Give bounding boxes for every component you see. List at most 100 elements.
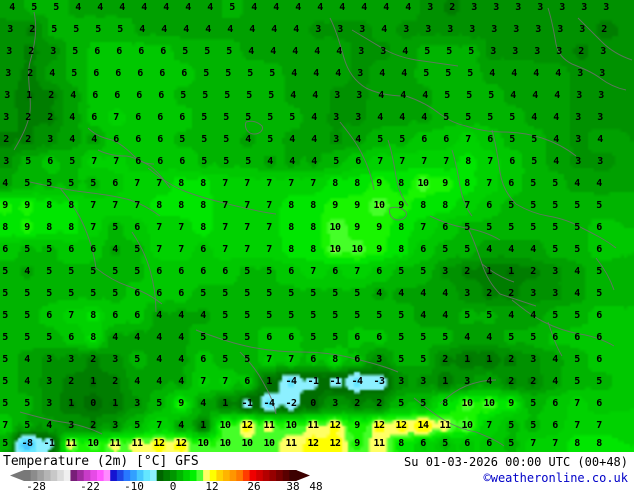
temperature-value: 5 (354, 288, 360, 299)
temperature-value: 5 (69, 156, 75, 167)
temperature-value: 7 (68, 310, 74, 321)
temperature-value: 6 (420, 244, 426, 255)
temperature-value: 4 (421, 112, 427, 123)
temperature-value: 4 (248, 46, 254, 57)
temperature-value: 5 (398, 398, 404, 409)
temperature-value: 5 (399, 134, 405, 145)
temperature-value: 3 (333, 134, 339, 145)
temperature-value: 2 (508, 376, 514, 387)
temperature-value: 3 (599, 68, 605, 79)
temperature-value: 7 (90, 200, 96, 211)
temperature-value: 7 (113, 156, 119, 167)
temperature-value: 3 (46, 354, 52, 365)
temperature-value: 7 (244, 200, 250, 211)
color-scale-bar[interactable]: -28 -22 -10 0 12 26 38 48 (10, 470, 323, 493)
temperature-value: 5 (68, 266, 74, 277)
temperature-value: 4 (596, 178, 602, 189)
temperature-value: 3 (355, 112, 361, 123)
temperature-value: 3 (68, 354, 74, 365)
temperature-value: 4 (511, 68, 517, 79)
temperature-value: 3 (603, 2, 609, 13)
temperature-value: 5 (222, 310, 228, 321)
temperature-value: 5 (51, 24, 57, 35)
temperature-value: 6 (266, 332, 272, 343)
temperature-value: 3 (46, 376, 52, 387)
temperature-value: 1 (442, 376, 448, 387)
temperature-value: 3 (598, 90, 604, 101)
temperature-value: 6 (552, 332, 558, 343)
temperature-value: 7 (244, 178, 250, 189)
temperature-value: 10 (219, 438, 231, 449)
temperature-value: 1 (464, 354, 470, 365)
temperature-value: 7 (266, 222, 272, 233)
temperature-value: 4 (486, 332, 492, 343)
temperature-value: 8 (420, 200, 426, 211)
temperature-value: 6 (134, 222, 140, 233)
temperature-value: 12 (395, 420, 407, 431)
temperature-value: 5 (112, 288, 118, 299)
temperature-value: 4 (355, 134, 361, 145)
color-scale-swatches (10, 470, 310, 481)
temperature-value: 6 (596, 332, 602, 343)
temperature-value: 12 (329, 438, 341, 449)
temperature-value: 7 (465, 134, 471, 145)
temperature-value: 5 (420, 354, 426, 365)
temperature-value: 9 (354, 420, 360, 431)
temperature-value: 3 (576, 90, 582, 101)
temperature-value: 2 (90, 420, 96, 431)
color-scale-tick: -10 (124, 480, 144, 493)
temperature-value: 4 (378, 90, 384, 101)
temperature-value: -3 (373, 376, 385, 387)
temperature-value: 5 (201, 112, 207, 123)
temperature-value: 3 (513, 24, 519, 35)
temperature-value: 4 (156, 310, 162, 321)
temperature-value: 5 (574, 200, 580, 211)
temperature-value: 5 (445, 68, 451, 79)
temperature-value: 4 (249, 24, 255, 35)
temperature-value: 3 (376, 354, 382, 365)
temperature-map[interactable]: 4 5 5 4 4 4 4 4 4 4 5 4 4 4 4 4 4 4 4 3 2 3 3 3 3 3 3 3 3 2 5 5 5 5 4 4 4 4 4 4… (0, 0, 634, 452)
temperature-value: 1 (68, 398, 74, 409)
temperature-value: 5 (530, 332, 536, 343)
temperature-value: 5 (508, 200, 514, 211)
temperature-value: 2 (90, 354, 96, 365)
temperature-value: 5 (246, 90, 252, 101)
temperature-value: 5 (596, 200, 602, 211)
temperature-value: 11 (65, 438, 77, 449)
temperature-value: 8 (398, 438, 404, 449)
temperature-value: 3 (334, 90, 340, 101)
temperature-value: 4 (554, 90, 560, 101)
temperature-value: 5 (268, 90, 274, 101)
temperature-value: 9 (508, 398, 514, 409)
temperature-value: 7 (486, 420, 492, 431)
temperature-value: 4 (379, 68, 385, 79)
temperature-value: 10 (285, 420, 297, 431)
temperature-value: 6 (157, 156, 163, 167)
temperature-value: 5 (509, 134, 515, 145)
temperature-value: 5 (247, 68, 253, 79)
temperature-value: 5 (467, 68, 473, 79)
temperature-value: 4 (486, 376, 492, 387)
temperature-value: 1 (26, 90, 32, 101)
temperature-value: 0 (90, 398, 96, 409)
color-scale-tick: -22 (80, 480, 100, 493)
temperature-value: 9 (24, 200, 30, 211)
color-scale-tick: 0 (169, 480, 177, 493)
temperature-value: 5 (229, 2, 235, 13)
temperature-value: 5 (552, 200, 558, 211)
temperature-value: 6 (420, 438, 426, 449)
temperature-value: 3 (4, 90, 10, 101)
temperature-value: 4 (178, 420, 184, 431)
temperature-value: 6 (178, 266, 184, 277)
temperature-value: 8 (332, 354, 338, 365)
temperature-value: 6 (68, 332, 74, 343)
temperature-value: 6 (135, 112, 141, 123)
temperature-value: 10 (373, 200, 385, 211)
temperature-value: 8 (156, 200, 162, 211)
temperature-value: 3 (332, 398, 338, 409)
temperature-value: 4 (69, 134, 75, 145)
temperature-value: 5 (530, 200, 536, 211)
temperature-value: 5 (71, 68, 77, 79)
temperature-value: 2 (449, 2, 455, 13)
color-scale-tick: 26 (247, 480, 261, 493)
